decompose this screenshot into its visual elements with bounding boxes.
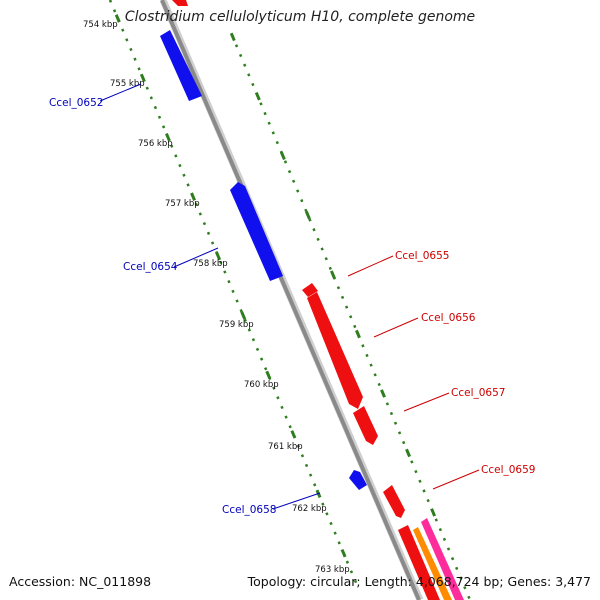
major-tick [304,210,311,220]
major-tick [380,389,386,398]
leader-line-ccel-0654 [173,247,219,268]
major-tick [190,192,196,201]
gene-label: Ccel_0657 [451,387,505,399]
gene-label: Ccel_0652 [49,97,103,109]
tick-labels: 754 kbp 755 kbp 756 kbp 757 kbp 758 kbp … [83,20,350,575]
map-title: Clostridium cellulolyticum H10, complete… [124,9,476,25]
orange-feature [413,527,452,600]
tick-label: 756 kbp [138,139,173,149]
gene-bottom-forward [398,525,440,600]
major-tick [265,370,272,380]
tick-label: 760 kbp [244,380,279,390]
major-ticks [114,14,347,558]
major-tick [114,14,121,23]
magenta-feature [421,518,464,600]
gene-label: Ccel_0654 [123,261,178,273]
major-tick [240,311,247,320]
gene-top-forward [172,0,188,6]
gene-ccel-0654 [230,182,283,281]
leader-line-ccel-0659 [432,469,480,490]
tick-label: 763 kbp [315,565,350,575]
leader-line-ccel-0652 [99,83,142,102]
left-tick-track [108,0,359,586]
gene-ccel-0656 [307,292,363,409]
major-tick [139,73,146,83]
leader-line-ccel-0655 [347,255,394,277]
accession-text: Accession: NC_011898 [9,574,152,589]
tick-label: 761 kbp [268,442,303,452]
leader-line-ccel-0657 [403,392,450,412]
tick-label: 762 kbp [292,504,327,514]
gene-label: Ccel_0656 [421,312,476,324]
gene-ccel-0655 [302,283,318,297]
major-tick [254,92,261,101]
leader-line-ccel-0656 [373,317,419,338]
major-tick [355,329,361,339]
gene-ccel-0658 [349,470,367,490]
gene-ccel-0657 [353,406,378,445]
gene-label: Ccel_0655 [395,250,449,262]
right-tick-track [230,34,472,600]
major-tick [279,151,286,160]
major-tick [430,508,437,517]
major-tick [215,251,222,261]
tick-label: 759 kbp [219,320,254,330]
gene-label: Ccel_0659 [481,464,535,476]
major-tick [340,548,347,558]
tick-label: 754 kbp [83,20,118,30]
backbone [160,0,421,600]
major-tick [329,270,336,279]
major-tick [290,430,297,439]
major-tick [165,132,171,142]
major-tick [405,448,411,458]
tick-label: 757 kbp [165,199,200,209]
gene-ccel-0652 [160,30,202,101]
tick-label: 755 kbp [110,79,145,89]
genome-summary-text: Topology: circular; Length: 4,068,724 bp… [247,574,591,589]
right-major-ticks [229,32,437,517]
tick-label: 758 kbp [193,259,228,269]
gene-label: Ccel_0658 [222,504,276,516]
major-tick [229,32,236,42]
gene-ccel-0659 [383,485,405,518]
leader-line-ccel-0658 [272,492,321,510]
